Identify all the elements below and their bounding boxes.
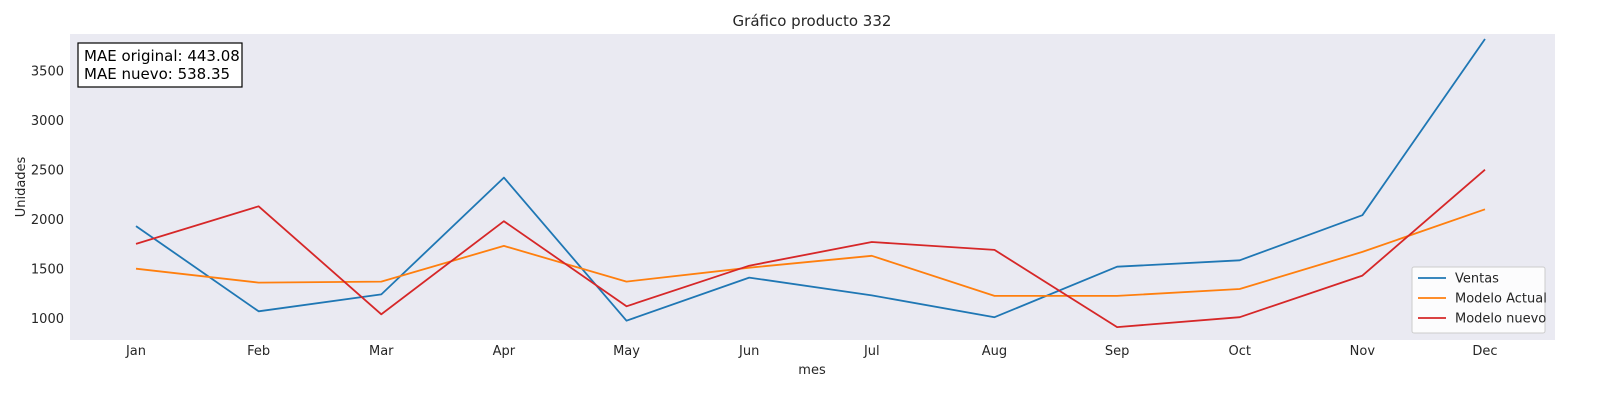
y-tick-label: 3000: [31, 114, 64, 129]
legend-entry-label: Ventas: [1455, 272, 1499, 287]
x-tick-label: Jul: [863, 344, 880, 359]
x-tick-label: Aug: [982, 344, 1007, 359]
mae-annotation-box: MAE original: 443.08 MAE nuevo: 538.35: [77, 42, 243, 88]
y-axis-ticks: 1000 1500 2000 2500 3000 3500: [31, 65, 64, 328]
x-tick-label: Dec: [1472, 344, 1497, 359]
series-line: [135, 208, 1486, 297]
chart-title: Gráfico producto 332: [733, 12, 892, 30]
legend-frame: [1411, 266, 1546, 334]
x-tick-label: Nov: [1350, 344, 1376, 359]
x-tick-label: Mar: [369, 344, 394, 359]
y-tick-label: 1500: [31, 263, 64, 278]
x-tick-label: Apr: [493, 344, 516, 359]
y-tick-label: 3500: [31, 65, 64, 80]
x-tick-label: Jun: [738, 344, 759, 359]
mae-nuevo-text: MAE nuevo: 538.35: [84, 65, 230, 83]
legend-entry-label: Modelo Actual: [1455, 292, 1547, 307]
series-lines: [135, 38, 1486, 329]
x-axis-label: mes: [798, 363, 826, 378]
x-tick-label: Feb: [247, 344, 270, 359]
mae-original-text: MAE original: 443.08: [84, 47, 240, 65]
series-line: [135, 169, 1486, 329]
x-tick-label: Sep: [1105, 344, 1130, 359]
x-tick-label: May: [613, 344, 640, 359]
legend-entry-label: Modelo nuevo: [1455, 312, 1546, 327]
y-tick-label: 2500: [31, 164, 64, 179]
x-axis-ticks: Jan Feb Mar Apr May Jun Jul Aug Sep Oct Nov Dec: [125, 344, 1498, 359]
plot-area: [70, 34, 1555, 340]
mae-box-frame: [77, 42, 243, 88]
y-tick-label: 2000: [31, 213, 64, 228]
x-tick-label: Jan: [125, 344, 146, 359]
y-tick-label: 1000: [31, 312, 64, 327]
legend: Ventas Modelo Actual Modelo nuevo: [1411, 266, 1547, 334]
y-axis-label: Unidades: [14, 156, 29, 217]
x-tick-label: Oct: [1228, 344, 1250, 359]
